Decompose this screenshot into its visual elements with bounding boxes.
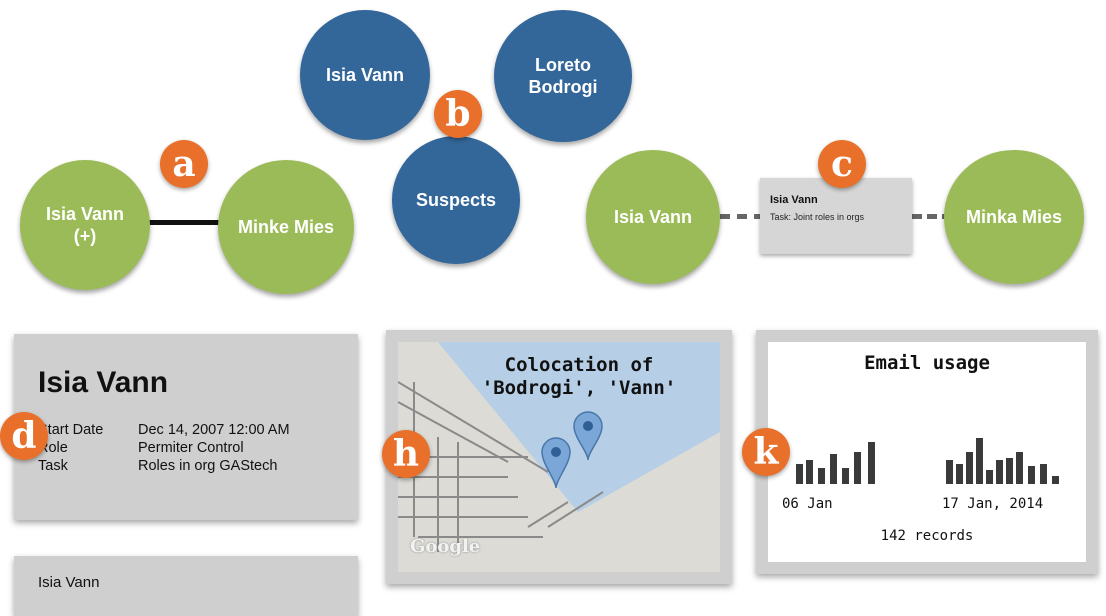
marker-h: h [382,430,430,478]
edge-c-right [912,214,952,219]
node-label: Loreto [535,54,591,75]
marker-k: k [742,428,790,476]
bar [854,452,861,484]
node-minke-mies-a[interactable]: Minke Mies [218,160,354,294]
map-view[interactable]: Colocation of 'Bodrogi', 'Vann' Google [398,342,720,572]
map-watermark: Google [410,536,481,557]
row-value: Permiter Control [138,440,244,456]
map-title: Colocation of 'Bodrogi', 'Vann' [444,354,714,400]
map-pin-icon [573,411,603,461]
bar [796,464,803,484]
node-isia-vann-a[interactable]: Isia Vann (+) [20,160,150,290]
chart-label-right: 17 Jan, 2014 [942,496,1044,512]
chart-view: Email usage [768,342,1086,562]
node-isia-vann-c[interactable]: Isia Vann [586,150,720,284]
map-title-line1: Colocation of [504,354,654,376]
card-title: Isia Vann [38,574,100,591]
row-label: Start Date [38,422,104,438]
bar [946,460,953,484]
chart-label-left: 06 Jan [782,496,833,512]
node-sublabel: Bodrogi [528,77,598,97]
card-row-task: Task Roles in org GAStech [38,458,277,474]
bar [806,460,813,484]
node-label: Isia Vann [325,64,405,85]
edge-detail-box[interactable]: Isia Vann Task: Joint roles in orgs [760,178,912,254]
card-title: Isia Vann [38,366,169,399]
row-value: Roles in org GAStech [138,458,278,474]
summary-card[interactable]: Isia Vann [14,556,358,616]
bar [842,468,849,484]
detail-card[interactable]: Isia Vann Start Date Dec 14, 2007 12:00 A… [14,334,358,520]
marker-d: d [0,412,48,460]
node-suspects[interactable]: Suspects [392,136,520,264]
row-label: Role [38,440,68,456]
bar [818,468,825,484]
bar [1016,452,1023,484]
marker-a: a [160,140,208,188]
bar [1052,476,1059,484]
bar [1028,466,1035,484]
bar [976,438,983,484]
marker-b: b [434,90,482,138]
node-label: Isia Vann [45,203,125,224]
chart-panel[interactable]: Email usage [756,330,1098,574]
row-value: Dec 14, 2007 12:00 AM [138,422,290,438]
node-sublabel: (+) [73,226,97,246]
bar [1040,464,1047,484]
node-isia-vann-b[interactable]: Isia Vann [300,10,430,140]
map-title-line2: 'Bodrogi', 'Vann' [481,376,677,399]
bar [956,464,963,484]
edge-title: Isia Vann [770,194,818,206]
chart-records: 142 records [880,528,974,544]
row-label: Task [38,458,68,474]
edge-c-left [720,214,764,219]
node-label: Minka Mies [965,206,1063,227]
node-loreto-bodrogi[interactable]: Loreto Bodrogi [494,10,632,142]
card-row-start-date: Start Date Dec 14, 2007 12:00 AM [38,422,290,438]
sparkline-chart [796,438,1059,484]
node-label: Isia Vann [613,206,693,227]
marker-c: c [818,140,866,188]
bar [986,470,993,484]
bar [1006,458,1013,484]
node-minka-mies-c[interactable]: Minka Mies [944,150,1084,284]
map-canvas [398,342,720,572]
bar [868,442,875,484]
bar [996,460,1003,484]
edge-detail: Task: Joint roles in orgs [770,212,865,222]
map-pin-icon [541,437,571,489]
edge-a [130,220,230,225]
chart-title: Email usage [864,352,990,374]
bar [966,452,973,484]
node-label: Suspects [415,189,497,210]
bar [830,454,837,484]
map-panel[interactable]: Colocation of 'Bodrogi', 'Vann' Google [386,330,732,584]
card-row-role: Role Permiter Control [38,440,244,456]
node-label: Minke Mies [237,216,335,237]
